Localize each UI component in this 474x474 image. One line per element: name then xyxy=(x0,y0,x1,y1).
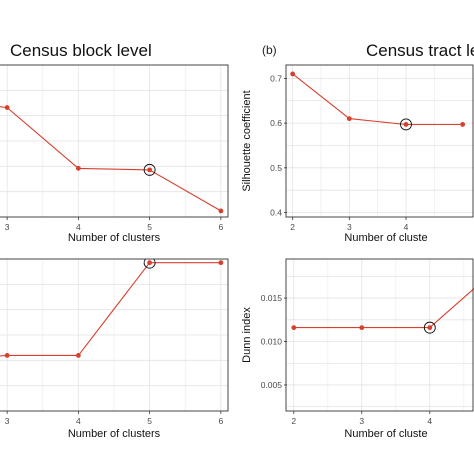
data-point xyxy=(403,122,409,127)
data-point xyxy=(359,325,365,331)
x-tick-label: 4 xyxy=(76,222,81,232)
data-point xyxy=(147,167,153,173)
y-tick-label: 0.005 xyxy=(261,380,283,390)
y-tick-label: 0.6 xyxy=(270,118,282,128)
panel-tract-silhouette: 2 3 4 0.4 0.5 0.6 0.7 Number of cluste Silhouett… xyxy=(241,64,474,244)
data-point xyxy=(4,352,10,358)
panel-block-silhouette: 3 4 5 6 Number of clusters xyxy=(0,64,229,244)
x-tick-label: 5 xyxy=(147,222,152,232)
title-census-tract: Census tract le xyxy=(366,41,474,60)
data-point xyxy=(218,260,224,266)
x-tick-label: 4 xyxy=(427,416,432,426)
selected-point-ring xyxy=(143,163,156,176)
title-census-block: Census block level xyxy=(10,41,152,60)
panel-block-dunn: 3 4 5 6 Number of clusters xyxy=(0,258,229,440)
x-axis-label: Number of clusters xyxy=(68,428,161,440)
x-axis-label: Number of cluste xyxy=(344,232,427,244)
x-tick-label: 3 xyxy=(5,416,10,426)
x-tick-label: 3 xyxy=(347,222,352,232)
x-tick-label: 2 xyxy=(291,416,296,426)
panel-tag-b: (b) xyxy=(262,43,277,57)
y-tick-label: 0.010 xyxy=(261,337,283,347)
data-point xyxy=(460,122,466,127)
panel-frame xyxy=(0,258,229,412)
panel-frame xyxy=(285,64,474,218)
selected-point-ring xyxy=(423,321,436,334)
x-axis-label: Number of cluste xyxy=(344,428,427,440)
series-line xyxy=(293,287,474,329)
data-point xyxy=(290,71,296,77)
selected-point-ring xyxy=(400,118,412,131)
y-tick-label: 0.4 xyxy=(270,208,282,218)
plot-area xyxy=(287,65,474,217)
x-tick-label: 6 xyxy=(219,416,224,426)
panel-tract-dunn: 2 3 4 0.005 0.010 0.015 Number of cluste Dunn i… xyxy=(241,258,474,440)
x-axis-label: Number of clusters xyxy=(68,232,161,244)
x-tick-label: 3 xyxy=(5,222,10,232)
panel-frame xyxy=(285,258,474,412)
data-point xyxy=(291,325,297,331)
data-point xyxy=(147,260,153,266)
data-point xyxy=(346,116,352,122)
y-axis-label: Dunn index xyxy=(241,307,253,363)
x-tick-label: 3 xyxy=(359,416,364,426)
plot-area xyxy=(287,259,474,411)
plot-area xyxy=(0,259,228,411)
y-tick-label: 0.5 xyxy=(270,163,282,173)
x-tick-label: 2 xyxy=(290,222,295,232)
panel-frame xyxy=(0,64,229,218)
data-point xyxy=(75,165,81,171)
data-point xyxy=(4,105,10,110)
series-line xyxy=(0,262,221,357)
y-tick-label: 0.015 xyxy=(261,293,283,303)
x-tick-label: 5 xyxy=(147,416,152,426)
y-axis-label: Silhouette coefficient xyxy=(241,90,253,191)
data-point xyxy=(75,352,81,358)
data-point xyxy=(218,208,224,214)
x-tick-label: 6 xyxy=(219,222,224,232)
data-point xyxy=(427,325,433,331)
selected-point-ring xyxy=(143,259,156,269)
plot-area xyxy=(0,65,228,217)
x-tick-label: 4 xyxy=(404,222,409,232)
series-line xyxy=(292,73,463,126)
y-tick-label: 0.7 xyxy=(270,73,282,83)
x-tick-label: 4 xyxy=(76,416,81,426)
